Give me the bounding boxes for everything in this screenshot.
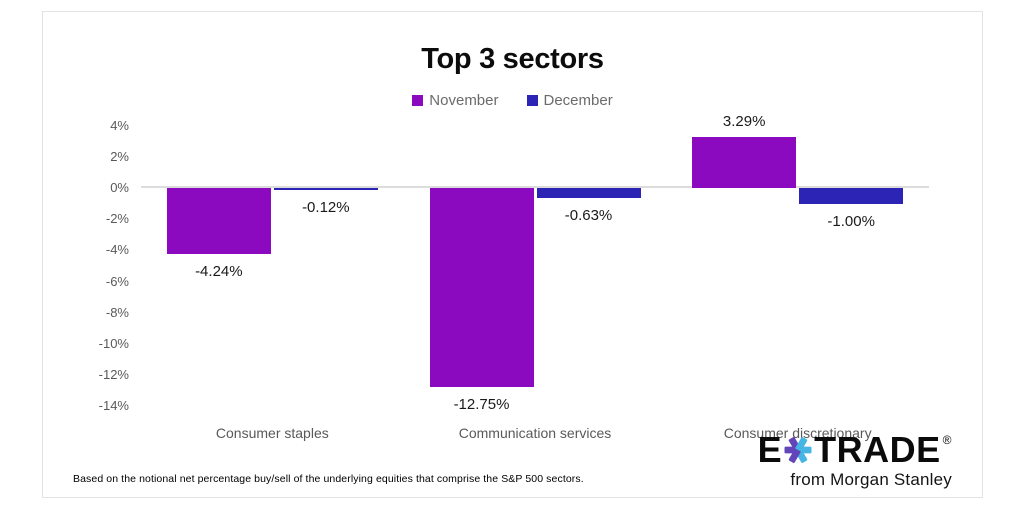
registered-trademark-symbol: ® (942, 433, 952, 447)
y-axis-tick-label: -14% (98, 398, 129, 414)
category-label: Communication services (458, 425, 612, 441)
y-axis-tick-label: 4% (110, 117, 129, 133)
y-axis-tick-label: -6% (105, 273, 129, 289)
bar-november-3 (692, 136, 797, 188)
bar-chart-plot-area: 4% 2% 0% -2% -4% -6% -8% -10% -12% -14% -4.24% -12.… (43, 12, 982, 497)
etrade-star-icon (784, 437, 812, 463)
data-label: -0.63% (564, 206, 613, 224)
data-label: -12.75% (453, 395, 510, 413)
chart-legend: November December (43, 92, 982, 109)
data-label: -4.24% (195, 263, 243, 281)
y-axis-tick-label: -4% (105, 242, 129, 258)
y-axis-tick-label: -12% (98, 367, 129, 383)
chart-footnote: Based on the notional net percentage buy… (73, 473, 584, 485)
legend-label-november: November (429, 92, 499, 109)
data-label: -0.12% (302, 198, 350, 216)
y-axis-tick-label: 2% (110, 148, 129, 164)
etrade-letter-e: E (757, 429, 783, 470)
chart-panel: Top 3 sectors November December 4% 2% 0% -2… (42, 11, 983, 498)
bar-november-1 (166, 188, 271, 255)
category-label: Consumer staples (215, 425, 329, 441)
chart-title: Top 3 sectors (421, 43, 604, 75)
y-axis-tick-label: -8% (105, 304, 129, 320)
etrade-logo: E TRADE ® from Morgan Stanley (758, 432, 952, 490)
data-label: 3.29% (722, 112, 766, 130)
legend-item-november: November (412, 92, 499, 109)
category-label: Consumer discretionary (723, 425, 872, 441)
legend-item-december: December (526, 92, 613, 109)
november-swatch-icon (412, 95, 424, 106)
morgan-stanley-tagline: from Morgan Stanley (790, 470, 952, 489)
bar-december-3 (799, 188, 904, 204)
zero-axis-line (141, 186, 929, 188)
y-axis-tick-label: -2% (105, 211, 129, 227)
bar-december-1 (273, 188, 378, 190)
y-axis-tick-label: -10% (98, 336, 129, 351)
etrade-letters-trade: TRADE (814, 429, 941, 470)
bar-december-2 (536, 188, 641, 198)
december-swatch-icon (526, 95, 538, 106)
y-axis-tick-label: 0% (110, 180, 129, 195)
bar-november-2 (429, 188, 534, 387)
legend-label-december: December (543, 92, 613, 109)
data-label: -1.00% (827, 212, 875, 230)
etrade-wordmark: E TRADE ® (758, 432, 952, 468)
